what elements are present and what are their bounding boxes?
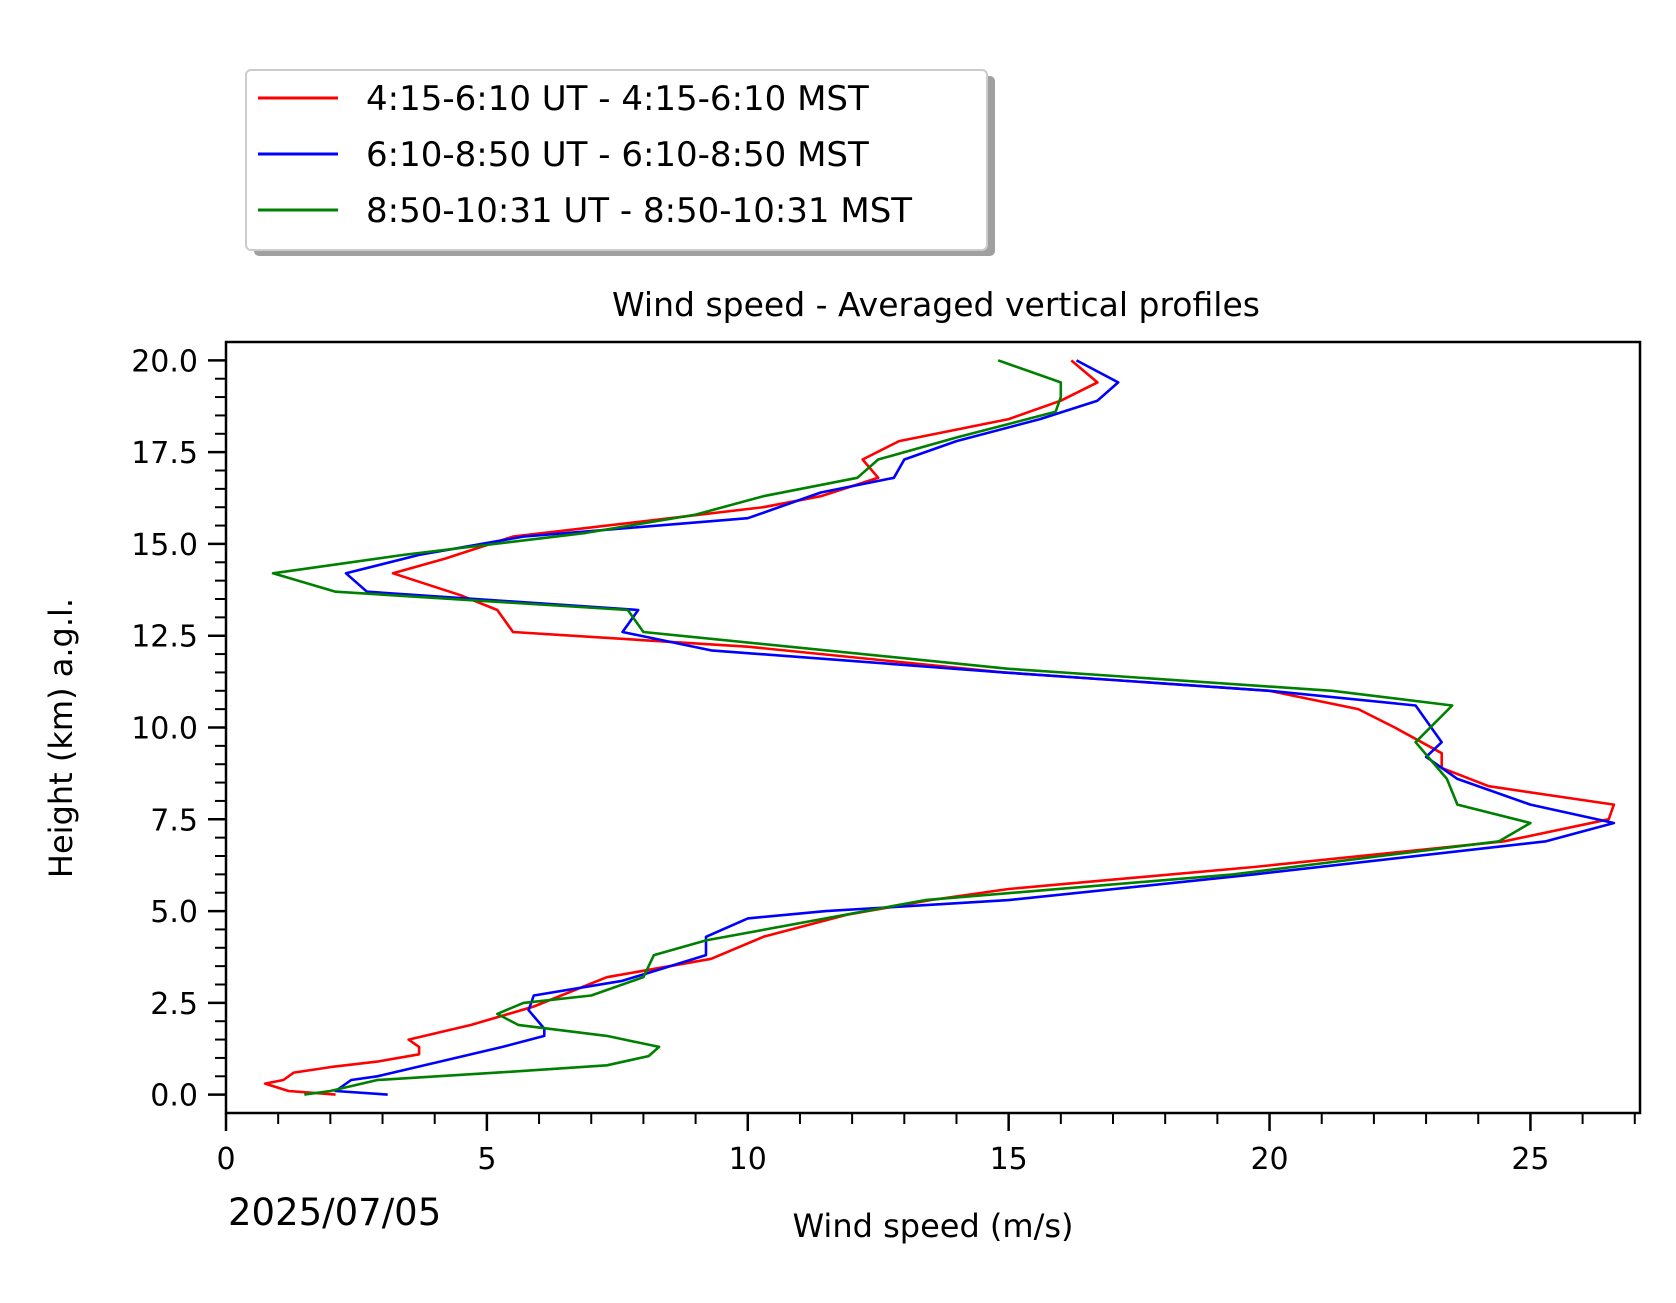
x-tick-label: 20 [1250, 1142, 1288, 1177]
y-tick-label: 7.5 [150, 803, 198, 838]
legend-box [245, 69, 988, 251]
legend: 4:15-6:10 UT - 4:15-6:10 MST 6:10-8:50 U… [245, 69, 995, 256]
x-tick-label: 15 [990, 1142, 1028, 1177]
y-axis: 0.0 2.5 5.0 7.5 10.0 12.5 15.0 17.5 20.0 [131, 344, 226, 1114]
x-axis: 0 5 10 15 20 25 [216, 1113, 1636, 1177]
y-tick-label: 12.5 [131, 620, 198, 655]
series-line-2 [271, 359, 1532, 1096]
series-line-0 [263, 359, 1616, 1096]
legend-label-2: 8:50-10:31 UT - 8:50-10:31 MST [366, 191, 912, 231]
y-tick-label: 20.0 [131, 344, 198, 379]
chart-title: Wind speed - Averaged vertical profiles [612, 285, 1260, 324]
date-label: 2025/07/05 [228, 1191, 441, 1234]
y-axis-title: Height (km) a.g.l. [42, 598, 80, 878]
legend-label-1: 6:10-8:50 UT - 6:10-8:50 MST [366, 135, 869, 175]
y-tick-label: 5.0 [150, 895, 198, 930]
legend-label-0: 4:15-6:10 UT - 4:15-6:10 MST [366, 79, 869, 119]
y-tick-label: 0.0 [150, 1079, 198, 1114]
y-tick-label: 10.0 [131, 712, 198, 747]
y-tick-label: 17.5 [131, 436, 198, 471]
series-group [263, 359, 1616, 1096]
x-tick-label: 0 [216, 1142, 235, 1177]
y-tick-label: 2.5 [150, 987, 198, 1022]
x-axis-title: Wind speed (m/s) [792, 1207, 1073, 1245]
x-tick-label: 10 [729, 1142, 767, 1177]
plot-frame [224, 340, 1642, 1115]
y-tick-label: 15.0 [131, 528, 198, 563]
x-tick-label: 5 [477, 1142, 496, 1177]
x-tick-label: 25 [1511, 1142, 1549, 1177]
series-line-1 [334, 359, 1616, 1096]
